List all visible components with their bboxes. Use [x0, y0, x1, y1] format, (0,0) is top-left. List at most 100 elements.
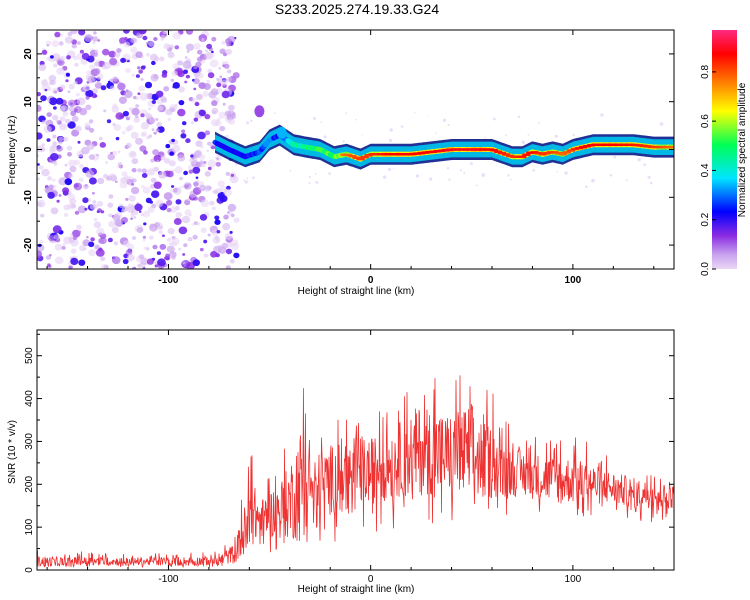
noise-blob — [230, 239, 239, 247]
noise-blob — [112, 214, 121, 222]
noise-blob — [148, 134, 153, 138]
noise-blob — [117, 150, 121, 154]
noise-blob — [118, 162, 123, 167]
noise-blob — [181, 121, 187, 126]
noise-speck — [470, 162, 473, 166]
x-tick-label: 0 — [368, 275, 374, 286]
noise-blob — [75, 125, 82, 132]
noise-blob — [222, 102, 226, 106]
noise-blob — [203, 253, 209, 258]
noise-blob — [135, 104, 140, 108]
noise-speck — [308, 181, 311, 184]
noise-blob — [62, 243, 66, 246]
noise-speck — [274, 112, 276, 115]
noise-blob — [229, 259, 235, 264]
noise-blob — [148, 40, 155, 47]
noise-blob — [88, 249, 96, 257]
noise-blob — [37, 163, 40, 166]
noise-blob — [171, 255, 176, 260]
noise-speck — [643, 163, 647, 167]
noise-blob — [159, 56, 165, 62]
noise-speck — [447, 123, 450, 127]
noise-blob — [140, 121, 150, 130]
noise-blob — [175, 211, 183, 218]
noise-blob — [215, 161, 221, 167]
noise-blob — [192, 259, 200, 267]
noise-blob — [38, 165, 44, 170]
colorbar-tick-label: 0.4 — [700, 163, 711, 177]
noise-blob — [66, 55, 71, 60]
noise-blob — [130, 46, 138, 54]
noise-blob — [108, 194, 114, 199]
noise-blob — [92, 88, 98, 94]
snr-frame — [36, 329, 675, 571]
noise-blob — [88, 154, 95, 160]
noise-blob — [50, 153, 59, 161]
noise-blob — [94, 53, 99, 57]
noise-blob — [61, 246, 66, 250]
noise-blob — [65, 79, 69, 83]
noise-blob — [117, 81, 121, 84]
noise-blob — [87, 75, 96, 84]
noise-speck — [448, 178, 451, 181]
noise-blob — [46, 138, 51, 142]
noise-blob — [108, 173, 117, 181]
noise-blob — [191, 121, 195, 125]
noise-blob — [227, 203, 237, 212]
noise-blob — [85, 89, 94, 98]
noise-blob — [128, 115, 132, 119]
noise-blob — [64, 163, 68, 167]
noise-blob — [59, 116, 66, 122]
noise-blob — [66, 145, 73, 151]
noise-blob — [197, 72, 204, 79]
noise-blob — [207, 166, 212, 171]
noise-blob — [157, 105, 164, 111]
noise-blob — [165, 108, 173, 116]
noise-speck — [517, 115, 521, 119]
noise-blob — [221, 40, 226, 45]
noise-speck — [625, 179, 628, 182]
noise-blob — [152, 149, 160, 156]
noise-blob — [196, 93, 203, 101]
noise-blob — [142, 238, 146, 242]
noise-blob — [183, 170, 189, 176]
noise-blob — [209, 59, 219, 68]
noise-speck — [649, 181, 653, 185]
noise-blob — [211, 119, 219, 127]
noise-speck — [413, 111, 416, 114]
noise-blob — [90, 237, 95, 242]
noise-blob — [123, 41, 130, 48]
noise-blob — [123, 30, 130, 34]
noise-blob — [157, 258, 166, 267]
noise-blob — [187, 237, 193, 242]
noise-blob — [79, 164, 85, 169]
noise-blob — [143, 222, 147, 226]
noise-blob — [71, 115, 79, 122]
noise-blob — [141, 168, 147, 174]
noise-blob — [223, 52, 227, 57]
noise-blob — [78, 259, 86, 266]
noise-blob — [137, 168, 142, 173]
noise-blob — [155, 199, 164, 208]
noise-blob — [184, 209, 192, 216]
noise-blob — [68, 173, 74, 179]
noise-blob — [198, 34, 208, 42]
noise-speck — [509, 178, 512, 181]
noise-blob — [82, 84, 91, 92]
ridge-blob — [254, 105, 265, 118]
spectrogram-y-axis-title: Frequency (Hz) — [7, 116, 18, 185]
x-tick-label: -100 — [158, 574, 178, 585]
noise-speck — [246, 177, 249, 180]
noise-blob — [133, 216, 137, 219]
noise-blob — [50, 207, 59, 215]
noise-blob — [183, 243, 188, 248]
noise-blob — [56, 199, 60, 203]
noise-blob — [151, 60, 156, 66]
noise-blob — [176, 189, 180, 193]
noise-blob — [197, 49, 203, 55]
noise-blob — [172, 63, 179, 70]
noise-blob — [39, 239, 44, 244]
y-tick-label: 300 — [24, 433, 35, 450]
noise-blob — [116, 48, 122, 53]
